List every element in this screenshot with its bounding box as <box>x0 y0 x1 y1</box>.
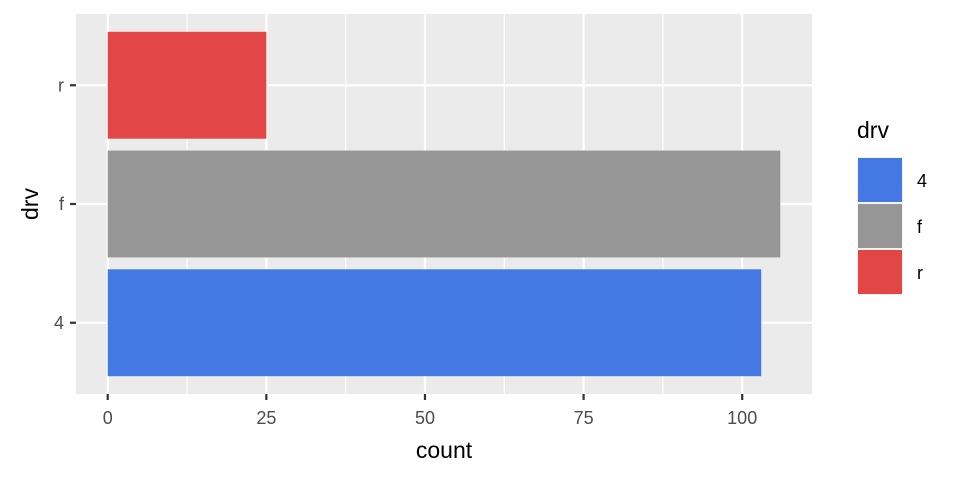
y-tick-label: r <box>58 75 64 95</box>
x-tick-label: 75 <box>574 408 594 428</box>
legend: drv 4 f r <box>857 117 927 295</box>
legend-key-r <box>858 250 902 294</box>
bar-4 <box>107 269 762 377</box>
x-tick-label: 25 <box>256 408 276 428</box>
y-axis: 4 f r <box>54 75 76 333</box>
bars <box>107 31 781 377</box>
legend-key-4 <box>858 158 902 202</box>
y-axis-title: drv <box>17 188 43 220</box>
legend-key-f <box>858 204 902 248</box>
x-tick-label: 50 <box>415 408 435 428</box>
legend-label: 4 <box>917 171 927 191</box>
x-tick-label: 100 <box>727 408 757 428</box>
x-axis: 0 25 50 75 100 <box>103 394 757 428</box>
legend-title: drv <box>857 117 889 143</box>
x-axis-title: count <box>416 437 473 463</box>
y-tick-label: 4 <box>54 313 64 333</box>
bar-f <box>107 150 781 258</box>
y-tick-label: f <box>59 194 65 214</box>
x-tick-label: 0 <box>103 408 113 428</box>
bar-r <box>107 31 267 139</box>
legend-label: r <box>917 263 923 283</box>
legend-label: f <box>917 217 923 237</box>
